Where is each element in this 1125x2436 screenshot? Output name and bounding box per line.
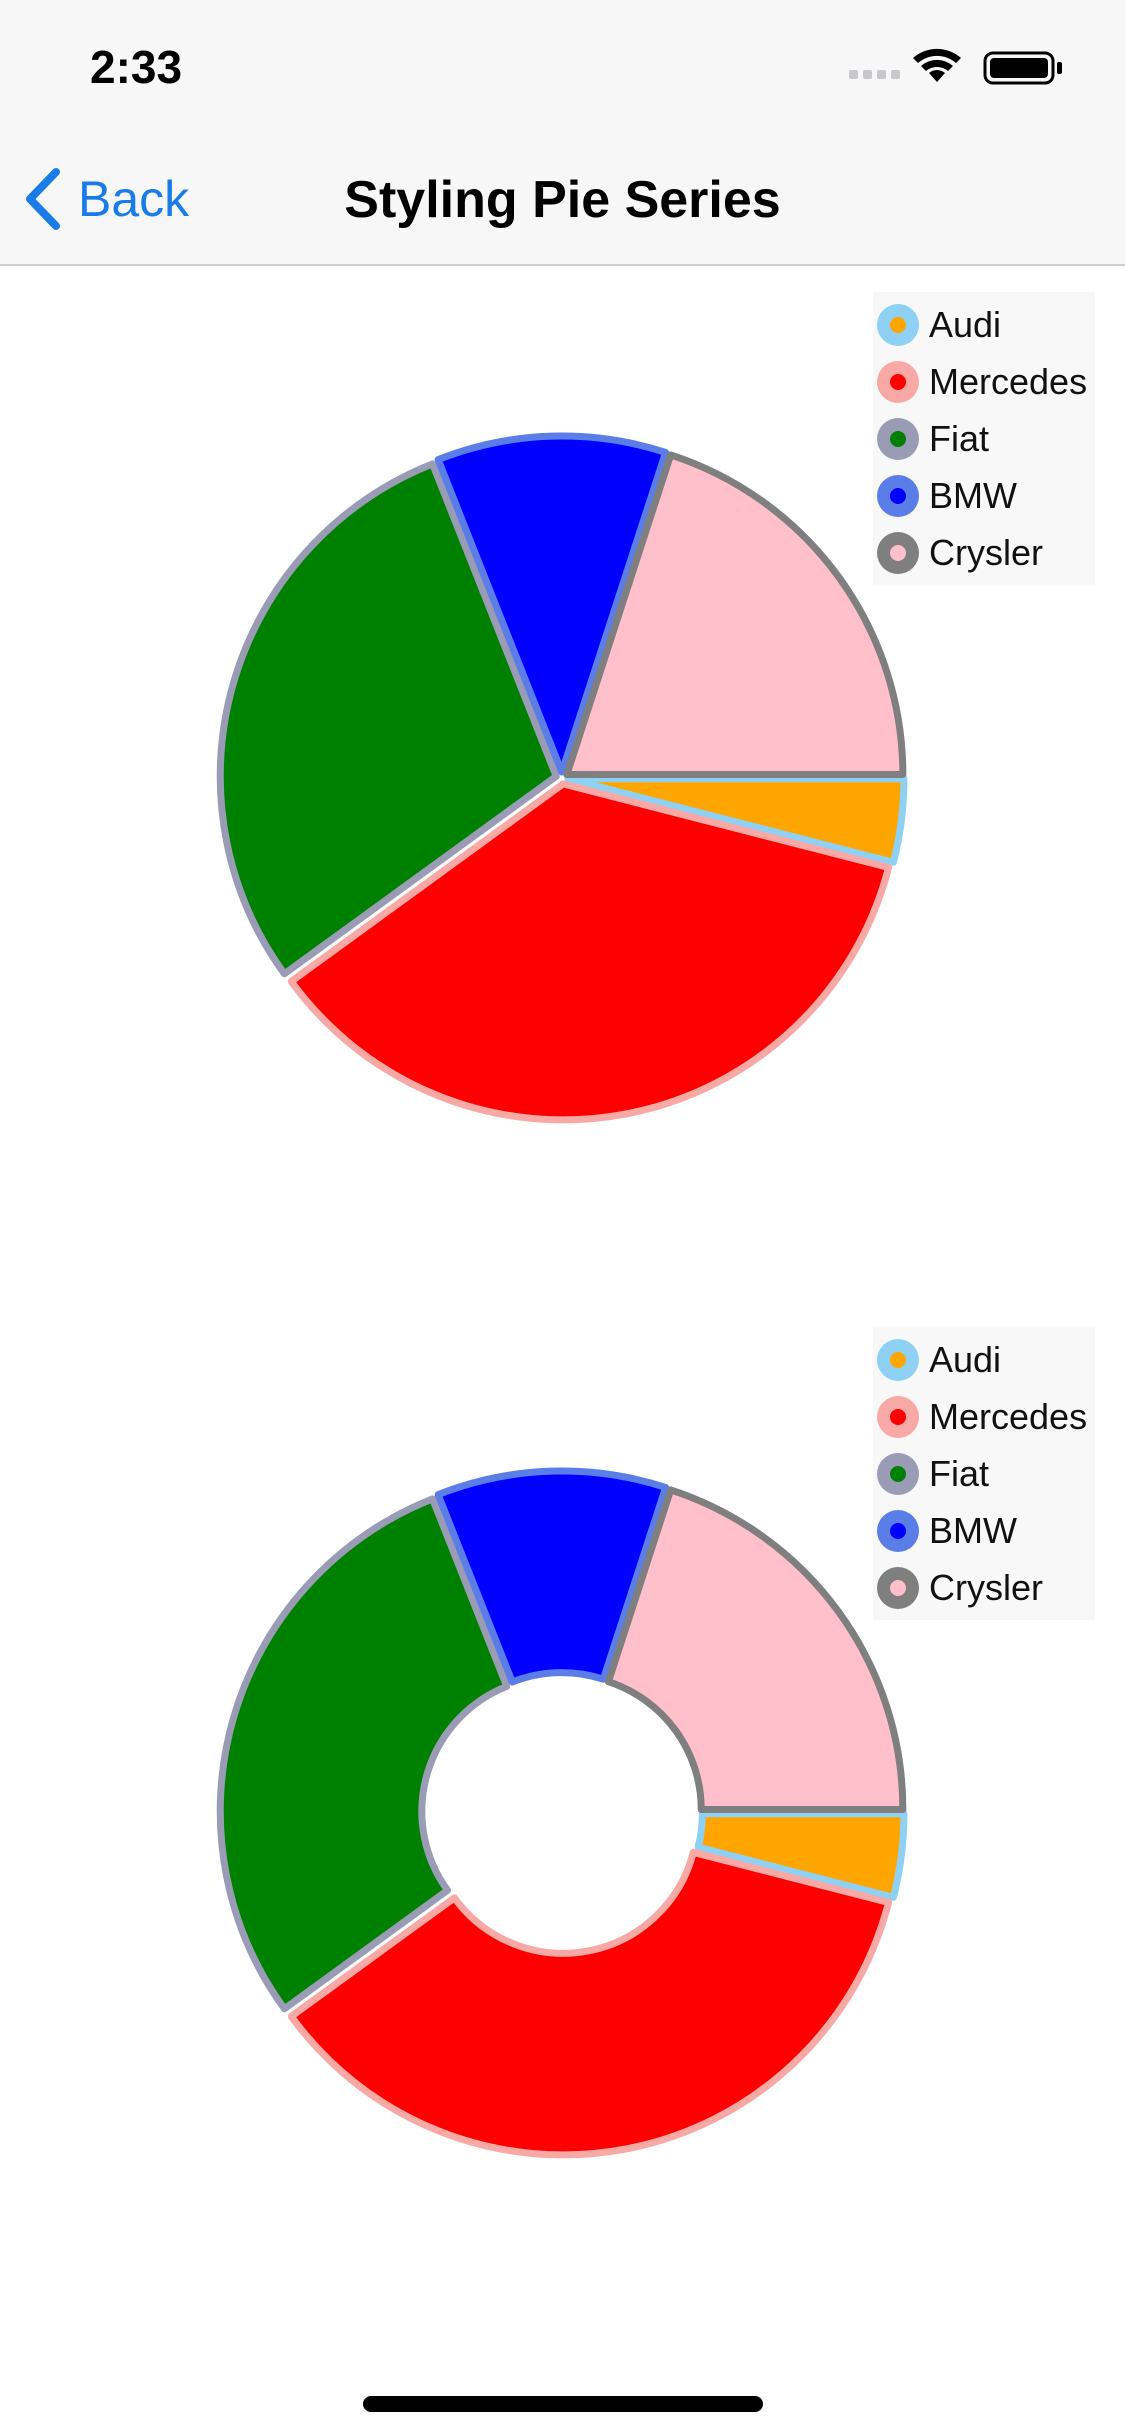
cellular-signal-icon (849, 70, 900, 79)
legend-item-audi[interactable]: Audi (873, 1331, 1095, 1388)
pie-slice-bmw[interactable] (434, 1467, 670, 1686)
pie-slice-audi[interactable] (564, 775, 908, 866)
legend-dot-icon (890, 373, 906, 390)
pie-slice-mercedes[interactable] (287, 1848, 893, 2159)
legend-label: Fiat (929, 1452, 990, 1494)
legend-label: Fiat (929, 417, 990, 459)
legend-marker-icon (877, 474, 919, 517)
legend-item-crysler[interactable]: Crysler (873, 524, 1095, 581)
legend-dot-icon (890, 1351, 906, 1368)
chevron-left-icon (26, 168, 60, 230)
legend-marker-icon (877, 1338, 919, 1381)
legend-item-bmw[interactable]: BMW (873, 467, 1095, 524)
pie-slice-fiat[interactable] (216, 460, 560, 978)
legend-item-audi[interactable]: Audi (873, 296, 1095, 353)
legend-marker-icon (877, 531, 919, 574)
legend-dot-icon (890, 1408, 906, 1425)
legend-item-mercedes[interactable]: Mercedes (873, 1388, 1095, 1445)
pie-slice-crysler[interactable] (604, 1486, 907, 1813)
pie-slice-mercedes[interactable] (287, 780, 893, 1124)
legend-item-bmw[interactable]: BMW (873, 1502, 1095, 1559)
status-bar: 2:33 (0, 0, 1125, 132)
pie-chart: Audi Mercedes Fiat BMW Crysler (0, 268, 1125, 1298)
legend-dot-icon (890, 1522, 906, 1539)
legend-dot-icon (890, 316, 906, 333)
legend-item-fiat[interactable]: Fiat (873, 410, 1095, 467)
legend-marker-icon (877, 1452, 919, 1495)
legend-dot-icon (890, 1579, 906, 1596)
legend-marker-icon (877, 1509, 919, 1552)
legend-marker-icon (877, 303, 919, 346)
page-title: Styling Pie Series (344, 171, 781, 229)
battery-icon (983, 51, 1062, 85)
pie-slice-fiat[interactable] (216, 1495, 511, 2013)
legend-dot-icon (890, 544, 906, 561)
back-label: Back (78, 171, 190, 227)
legend-label: Mercedes (929, 1395, 1088, 1437)
legend-marker-icon (877, 1395, 919, 1438)
legend-dot-icon (890, 1465, 906, 1482)
legend-label: Crysler (929, 1566, 1043, 1608)
legend-item-crysler[interactable]: Crysler (873, 1559, 1095, 1616)
pie-slice-crysler[interactable] (563, 451, 907, 778)
status-icons (849, 48, 1062, 85)
navigation-bar: Back Styling Pie Series (0, 132, 1125, 266)
legend-dot-icon (890, 430, 906, 447)
pie-slice-audi[interactable] (694, 1810, 908, 1901)
wifi-icon (913, 48, 961, 82)
donut-chart: Audi Mercedes Fiat BMW Crysler (0, 1303, 1125, 2333)
pie-slice-bmw[interactable] (434, 432, 670, 776)
chart-legend: Audi Mercedes Fiat BMW Crysler (873, 292, 1095, 585)
legend-marker-icon (877, 360, 919, 403)
status-time: 2:33 (90, 41, 183, 93)
home-indicator[interactable] (363, 2396, 763, 2412)
legend-label: BMW (929, 474, 1017, 516)
chart-plot-area (216, 432, 908, 1124)
legend-label: Audi (929, 303, 1002, 345)
legend-label: Audi (929, 1338, 1002, 1380)
chart-legend: Audi Mercedes Fiat BMW Crysler (873, 1327, 1095, 1620)
legend-marker-icon (877, 417, 919, 460)
legend-label: Mercedes (929, 360, 1088, 402)
legend-item-mercedes[interactable]: Mercedes (873, 353, 1095, 410)
back-button[interactable]: Back (22, 162, 189, 236)
legend-item-fiat[interactable]: Fiat (873, 1445, 1095, 1502)
legend-marker-icon (877, 1566, 919, 1609)
legend-dot-icon (890, 487, 906, 504)
chart-plot-area (216, 1467, 908, 2159)
legend-label: BMW (929, 1509, 1017, 1551)
legend-label: Crysler (929, 531, 1043, 573)
